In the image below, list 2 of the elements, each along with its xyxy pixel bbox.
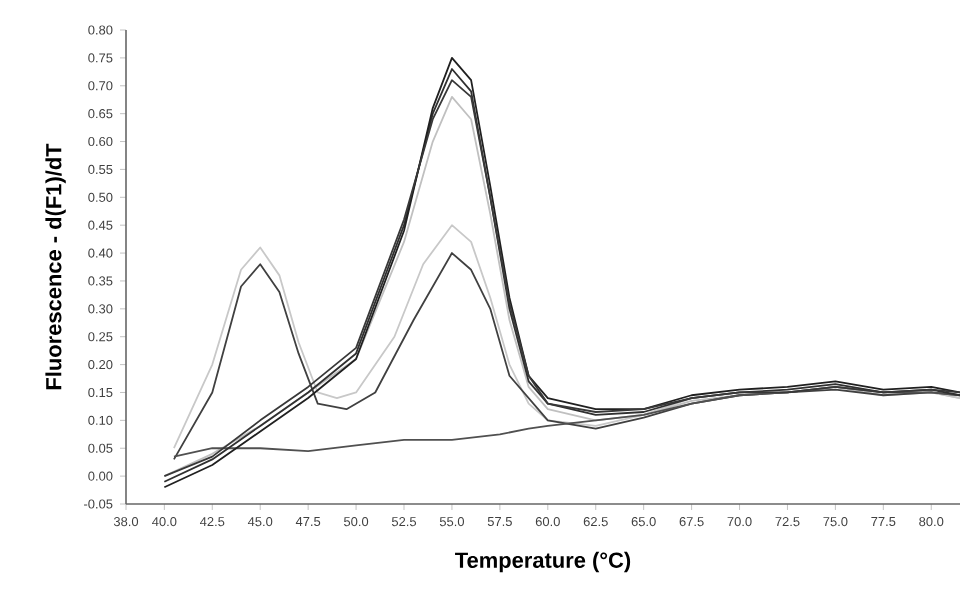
y-axis-title: Fluorescence - d(F1)/dT (45, 143, 66, 390)
x-axis-title: Temperature (°C) (455, 551, 631, 573)
